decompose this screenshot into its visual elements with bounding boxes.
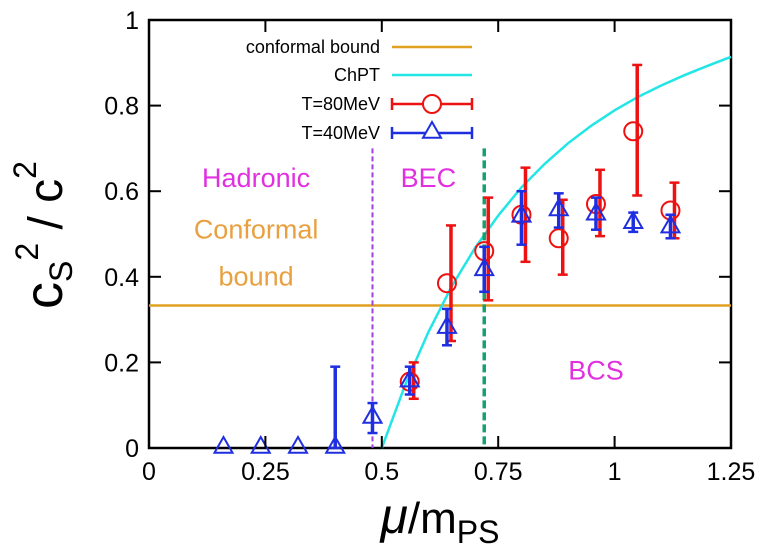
data-point-triangle [436, 315, 458, 334]
x-tick-label: 0.25 [241, 458, 290, 486]
data-point-circle [623, 121, 644, 142]
legend-marker-circle [422, 94, 442, 114]
plot-frame [147, 18, 733, 450]
data-point-triangle [250, 434, 272, 454]
legend-label: ChPT [334, 65, 380, 85]
y-axis-title-base-sub: S [43, 261, 79, 282]
y-axis-title-mid: / c [20, 179, 73, 243]
x-tick-label: 0.75 [474, 458, 523, 486]
y-axis-title-base: c [14, 282, 74, 309]
x-axis-title-subscript: PS [457, 514, 500, 550]
y-tick-label: 0.4 [104, 264, 139, 292]
x-tick-label: 0.5 [364, 458, 399, 486]
data-point-triangle [510, 203, 533, 223]
y-tick-label: 0.6 [104, 178, 139, 206]
chpt-curve [380, 55, 732, 449]
region-label: Hadronic [202, 163, 310, 193]
y-axis-title-sup2: 2 [7, 161, 43, 179]
x-tick-label: 1 [608, 458, 622, 486]
data-point-triangle [361, 405, 384, 424]
x-axis-title-symbol: μ [379, 488, 408, 544]
y-axis-title-sup1: 2 [9, 243, 45, 261]
data-point-triangle [212, 434, 235, 454]
region-label: BEC [401, 163, 457, 193]
legend-label: conformal bound [246, 37, 380, 57]
data-point-triangle [473, 257, 495, 277]
y-tick-label: 0.8 [104, 93, 139, 121]
data-point-triangle [585, 201, 607, 221]
data-point-triangle [287, 434, 309, 454]
data-point-triangle [622, 210, 644, 230]
data-point-triangle [548, 197, 570, 217]
region-label: BCS [568, 356, 624, 386]
region-label: Conformal [194, 214, 319, 244]
data-point-circle [436, 273, 457, 294]
data-point-triangle [659, 214, 682, 234]
y-tick-label: 0.2 [104, 349, 139, 377]
legend-marker-triangle [421, 119, 443, 139]
data-point-circle [548, 228, 569, 249]
y-tick-label: 0 [125, 435, 139, 463]
y-tick-label: 1 [125, 7, 139, 35]
legend-label: T=40MeV [301, 123, 380, 143]
legend-label: T=80MeV [301, 94, 380, 114]
x-tick-label: 1.25 [707, 458, 756, 486]
x-axis-title: μ/mPS [379, 488, 500, 550]
x-tick-label: 0 [142, 458, 156, 486]
x-axis-title-slash: /m [408, 494, 457, 543]
region-label: bound [219, 261, 294, 291]
data-point-triangle [399, 368, 421, 388]
data-point-triangle [324, 434, 346, 454]
y-axis-title: cS2 / c2 [7, 161, 79, 309]
